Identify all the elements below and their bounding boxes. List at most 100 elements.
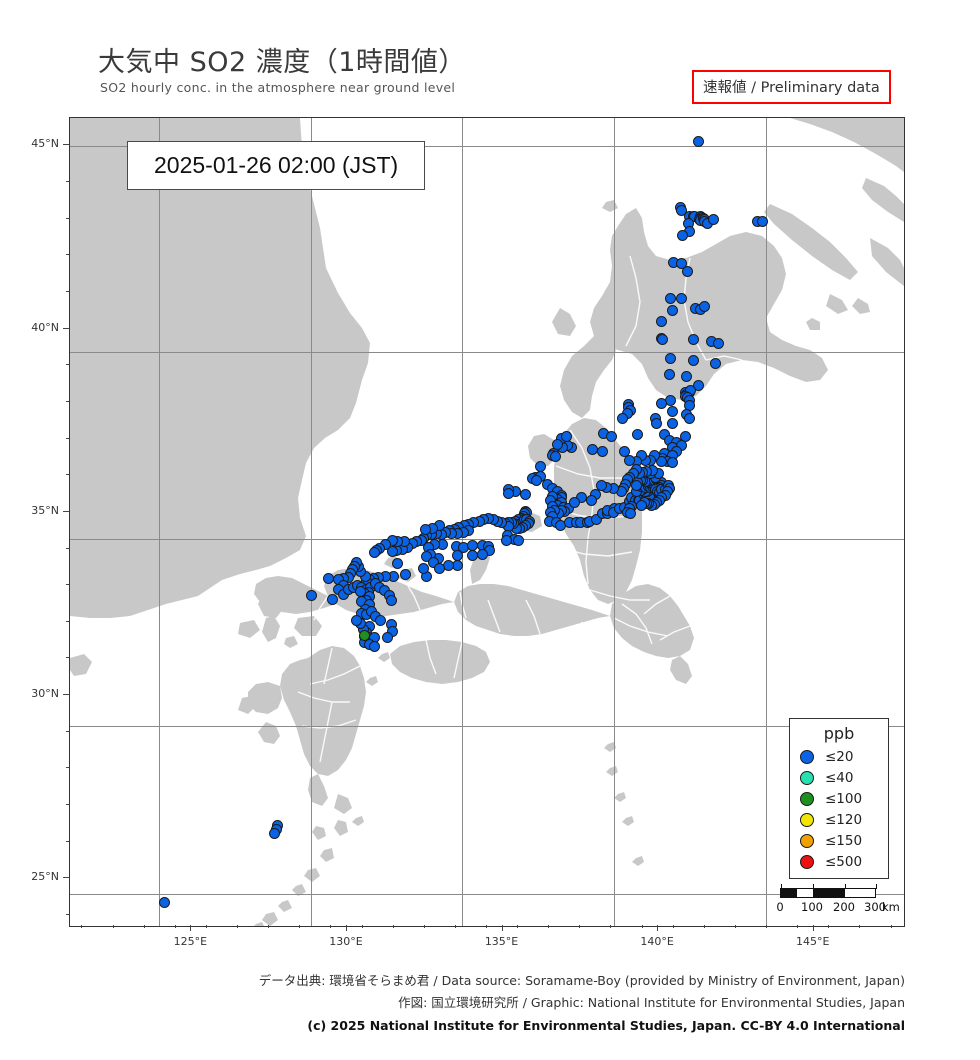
station-marker[interactable] bbox=[568, 497, 580, 509]
station-marker[interactable] bbox=[502, 488, 514, 500]
station-marker[interactable] bbox=[476, 548, 488, 560]
station-marker[interactable] bbox=[351, 614, 363, 626]
station-marker[interactable] bbox=[420, 551, 432, 563]
legend-swatch bbox=[800, 791, 814, 806]
station-marker[interactable] bbox=[596, 480, 608, 492]
scale-tick-100 bbox=[813, 884, 814, 889]
station-marker[interactable] bbox=[417, 563, 429, 575]
station-marker[interactable] bbox=[386, 545, 398, 557]
station-marker[interactable] bbox=[707, 214, 719, 226]
station-marker[interactable] bbox=[535, 460, 547, 472]
station-marker[interactable] bbox=[667, 304, 679, 316]
station-marker[interactable] bbox=[434, 563, 446, 575]
station-marker[interactable] bbox=[596, 445, 608, 457]
station-marker[interactable] bbox=[681, 266, 693, 278]
station-marker[interactable] bbox=[520, 488, 532, 500]
station-marker[interactable] bbox=[391, 558, 403, 570]
station-marker[interactable] bbox=[560, 431, 572, 443]
page-title: 大気中 SO2 濃度（1時間値） bbox=[98, 47, 466, 78]
station-marker[interactable] bbox=[419, 524, 431, 535]
station-marker[interactable] bbox=[756, 215, 768, 227]
scale-seg-1 bbox=[781, 889, 797, 897]
station-marker[interactable] bbox=[427, 556, 439, 568]
station-marker[interactable] bbox=[269, 828, 281, 840]
station-marker[interactable] bbox=[369, 641, 381, 653]
legend-item[interactable]: ≤120 bbox=[796, 809, 882, 830]
station-marker[interactable] bbox=[667, 418, 679, 430]
y-tick-minor bbox=[66, 620, 69, 622]
station-marker[interactable] bbox=[699, 301, 711, 313]
station-marker[interactable] bbox=[466, 549, 478, 561]
station-marker[interactable] bbox=[683, 412, 695, 424]
legend-item[interactable]: ≤20 bbox=[796, 746, 882, 767]
legend-item[interactable]: ≤100 bbox=[796, 788, 882, 809]
legend-item[interactable]: ≤40 bbox=[796, 767, 882, 788]
legend-swatch bbox=[800, 770, 814, 785]
station-marker[interactable] bbox=[693, 135, 705, 147]
station-marker[interactable] bbox=[657, 334, 668, 346]
y-axis-label: 25°N bbox=[31, 870, 59, 884]
y-tick-minor bbox=[66, 657, 69, 659]
y-tick-minor bbox=[66, 914, 69, 915]
station-marker[interactable] bbox=[667, 405, 679, 417]
station-marker[interactable] bbox=[619, 445, 631, 457]
station-marker[interactable] bbox=[587, 444, 599, 456]
station-marker[interactable] bbox=[675, 293, 687, 305]
station-marker[interactable] bbox=[665, 293, 677, 305]
station-marker[interactable] bbox=[531, 475, 543, 487]
station-marker[interactable] bbox=[327, 593, 339, 605]
station-marker[interactable] bbox=[368, 546, 380, 558]
station-marker[interactable] bbox=[605, 431, 617, 443]
station-marker[interactable] bbox=[655, 456, 667, 468]
station-marker[interactable] bbox=[688, 334, 700, 346]
station-marker[interactable] bbox=[591, 514, 603, 526]
station-marker[interactable] bbox=[680, 370, 692, 382]
legend-swatch bbox=[800, 812, 814, 827]
gridline-25N bbox=[70, 894, 904, 895]
station-marker[interactable] bbox=[500, 535, 512, 546]
station-marker[interactable] bbox=[651, 418, 663, 430]
x-tick-minor bbox=[766, 925, 768, 928]
station-marker[interactable] bbox=[710, 358, 722, 369]
legend-swatch bbox=[800, 749, 814, 764]
station-marker[interactable] bbox=[632, 428, 644, 440]
station-marker[interactable] bbox=[358, 630, 370, 642]
legend-item[interactable]: ≤150 bbox=[796, 830, 882, 851]
y-tick-minor bbox=[66, 437, 69, 439]
station-marker[interactable] bbox=[713, 337, 725, 349]
station-marker[interactable] bbox=[663, 369, 675, 380]
legend-item[interactable]: ≤500 bbox=[796, 851, 882, 872]
y-tick-minor bbox=[66, 730, 69, 732]
station-marker[interactable] bbox=[385, 595, 397, 607]
y-tick-minor bbox=[66, 254, 69, 256]
station-marker[interactable] bbox=[655, 315, 667, 327]
map-plot-area[interactable] bbox=[69, 117, 905, 927]
station-marker[interactable] bbox=[630, 480, 642, 492]
station-marker[interactable] bbox=[625, 508, 637, 520]
station-marker[interactable] bbox=[551, 438, 563, 450]
station-marker[interactable] bbox=[159, 896, 171, 908]
station-marker[interactable] bbox=[549, 451, 561, 463]
x-tick-minor bbox=[517, 925, 519, 928]
station-marker[interactable] bbox=[666, 456, 678, 468]
station-marker[interactable] bbox=[512, 535, 524, 546]
station-marker[interactable] bbox=[616, 412, 628, 424]
station-marker[interactable] bbox=[585, 494, 597, 506]
legend-label: ≤120 bbox=[825, 811, 863, 828]
station-marker[interactable] bbox=[375, 614, 387, 626]
station-marker[interactable] bbox=[655, 398, 667, 410]
station-marker[interactable] bbox=[665, 352, 677, 364]
station-marker[interactable] bbox=[323, 573, 335, 585]
legend-title: ppb bbox=[823, 724, 855, 743]
station-marker[interactable] bbox=[399, 569, 411, 581]
station-marker[interactable] bbox=[381, 631, 393, 643]
scale-bar-tick-label: 200 bbox=[833, 900, 855, 914]
y-tick-minor bbox=[66, 400, 69, 402]
y-tick-major bbox=[63, 510, 69, 512]
y-tick-minor bbox=[66, 804, 69, 806]
station-marker[interactable] bbox=[688, 355, 700, 367]
station-marker[interactable] bbox=[305, 589, 317, 601]
station-marker[interactable] bbox=[676, 229, 688, 241]
station-marker[interactable] bbox=[675, 258, 687, 270]
station-marker[interactable] bbox=[623, 455, 635, 467]
